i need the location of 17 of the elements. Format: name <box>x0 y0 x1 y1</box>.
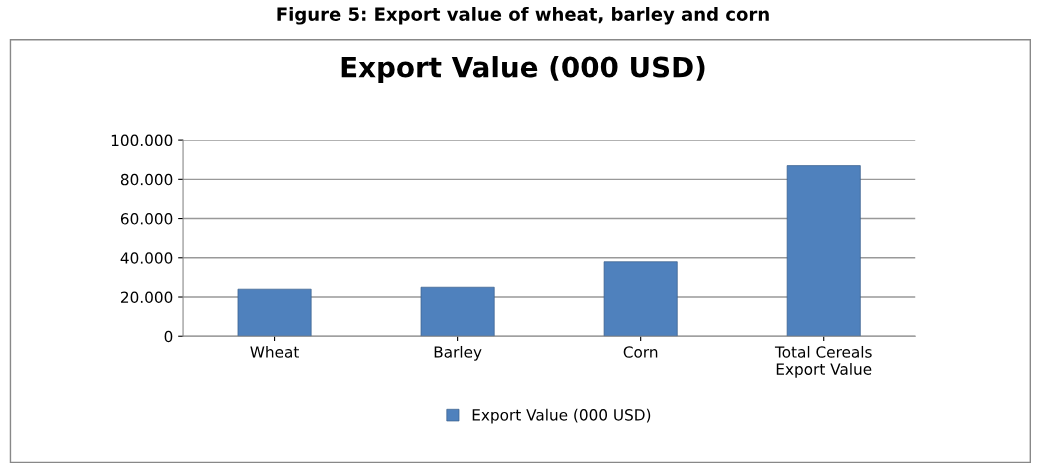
y-tick-label: 80.000 <box>120 173 173 186</box>
y-tick-label: 20.000 <box>120 291 173 304</box>
y-tick-label: 40.000 <box>120 252 173 264</box>
legend-label: Export Value (000 USD) <box>472 408 651 424</box>
bar <box>420 286 495 337</box>
bar <box>237 288 312 337</box>
caption: Figure 5: Export value of wheat, barley and corn <box>277 7 769 25</box>
bar <box>786 165 861 337</box>
y-tick-label: 60.000 <box>120 213 173 225</box>
x-tick-label: Corn <box>623 346 658 358</box>
x-tick-label: Barley <box>434 345 482 361</box>
y-tick-label: 0 <box>164 330 173 343</box>
y-tick-label: 100.000 <box>111 134 173 147</box>
x-tick-label: Wheat <box>250 345 299 358</box>
bar <box>603 261 678 337</box>
chart-title: Export Value (000 USD) <box>341 56 705 83</box>
x-tick-label: Total Cereals Export Value <box>774 345 872 378</box>
